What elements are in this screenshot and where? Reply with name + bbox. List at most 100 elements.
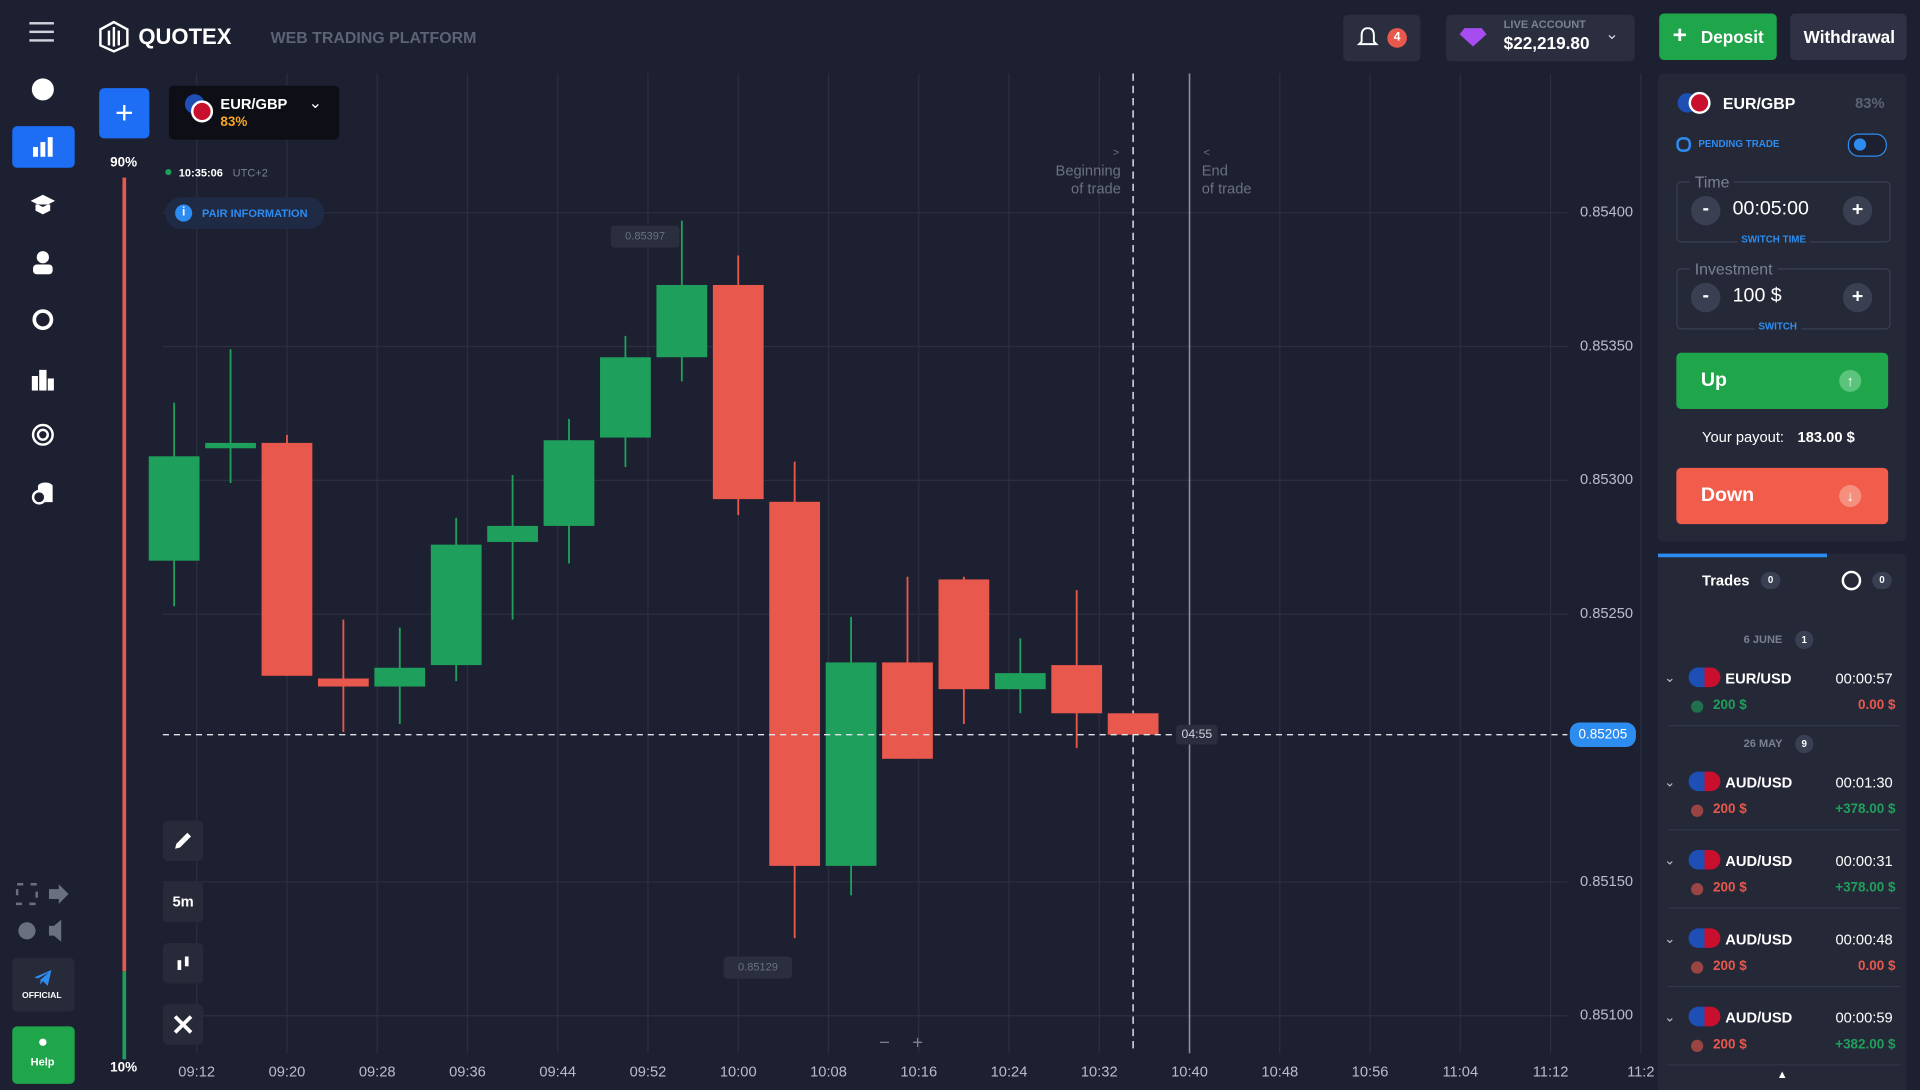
- investment-minus[interactable]: -: [1691, 282, 1721, 313]
- trade-date-count: 9: [1795, 734, 1814, 754]
- candle-body: [938, 579, 990, 690]
- trade-status-icon: [1691, 804, 1704, 817]
- candle-body: [430, 544, 482, 666]
- signal-icon[interactable]: [31, 423, 55, 447]
- investment-plus[interactable]: +: [1842, 282, 1873, 313]
- switch-investment[interactable]: SWITCH: [1754, 320, 1801, 332]
- asset-dropdown[interactable]: ⌄: [308, 93, 322, 112]
- down-arrow: ↓: [1839, 484, 1862, 508]
- down-label: Down: [1700, 484, 1755, 506]
- trade-date: 26 MAY: [1743, 737, 1783, 750]
- time-plus[interactable]: +: [1842, 195, 1873, 226]
- trade-marker-label: of trade: [1202, 182, 1252, 198]
- x-tick-label: 11:04: [1442, 1065, 1478, 1081]
- zoom-out[interactable]: −: [879, 1032, 890, 1054]
- x-tick-label: 11:2: [1627, 1065, 1654, 1081]
- x-tick-label: 09:20: [269, 1065, 306, 1081]
- leaderboard-icon[interactable]: [31, 366, 55, 391]
- profile-icon[interactable]: [31, 250, 55, 275]
- y-tick-label: 0.85400: [1580, 205, 1633, 221]
- current-price-label: 0.85205: [1579, 726, 1628, 741]
- expand-arrow[interactable]: ⌄: [1664, 932, 1676, 947]
- help-icon[interactable]: [31, 77, 55, 101]
- telegram-icon: [34, 969, 52, 986]
- official-label: OFFICIAL: [22, 992, 62, 1001]
- chart-icon: [33, 137, 53, 157]
- trade-amount: 200 $: [1713, 802, 1747, 817]
- trades-tab[interactable]: Trades: [1702, 571, 1750, 590]
- withdrawal-button[interactable]: [1790, 13, 1907, 61]
- current-price-box: [1569, 722, 1636, 747]
- diamond-icon: [1459, 28, 1487, 47]
- pending-trade: PENDING TRADE: [1698, 138, 1780, 150]
- timer-box: [1176, 724, 1218, 745]
- trade-status-icon: [1691, 1039, 1704, 1053]
- sentiment-label: 10%: [110, 1060, 137, 1075]
- deposit-button[interactable]: [1659, 13, 1777, 61]
- trade-separator: [1667, 985, 1901, 988]
- trades-tab-indicator: [1657, 553, 1827, 558]
- trade-separator: [1667, 907, 1901, 909]
- trade-amount: 200 $: [1713, 1037, 1747, 1053]
- expand-arrow[interactable]: ⌄: [1664, 775, 1676, 790]
- trade-duration: 00:00:31: [1835, 852, 1893, 870]
- sentiment-bar: [122, 177, 127, 972]
- expand-arrow[interactable]: ⌄: [1664, 1010, 1676, 1026]
- account-label: LIVE ACCOUNT: [1503, 18, 1586, 31]
- x-tick-label: 10:24: [991, 1065, 1028, 1081]
- candle-body: [543, 440, 595, 526]
- y-tick-label: 0.85150: [1580, 874, 1633, 890]
- help-label: Help: [30, 1055, 55, 1068]
- candle-body: [148, 456, 200, 561]
- coins-icon[interactable]: [31, 480, 55, 505]
- zoom-in[interactable]: +: [912, 1032, 923, 1054]
- investment-value: 100 $: [1732, 285, 1782, 307]
- trade-separator: [1667, 1064, 1901, 1066]
- live-dot: [165, 169, 172, 176]
- timeframe-button[interactable]: 5m: [162, 881, 204, 923]
- time-minus[interactable]: -: [1691, 195, 1721, 226]
- notifications-button[interactable]: [1343, 14, 1421, 62]
- history-tab[interactable]: [1841, 570, 1862, 591]
- payout-label: Your payout:: [1702, 428, 1785, 446]
- scroll-arrow[interactable]: ▲: [1776, 1067, 1788, 1081]
- menu-button[interactable]: [27, 20, 56, 44]
- trade-pair: AUD/USD: [1725, 1009, 1793, 1027]
- x-tick-label: 10:32: [1081, 1065, 1118, 1081]
- education-icon[interactable]: [30, 192, 56, 216]
- official-button[interactable]: [12, 957, 75, 1012]
- help-button[interactable]: [12, 1026, 75, 1084]
- panel-pair: EUR/GBP: [1722, 94, 1796, 113]
- candle-body: [487, 525, 538, 542]
- trade-flag: [1688, 771, 1721, 792]
- up-label: Up: [1700, 369, 1727, 391]
- add-asset-button[interactable]: +: [99, 88, 150, 139]
- sidebar-controls[interactable]: [15, 882, 76, 943]
- chart-type-tool[interactable]: [162, 943, 204, 984]
- panel-flag: [1677, 91, 1711, 114]
- dropdown-arrow: ⌄: [1605, 24, 1619, 43]
- refresh-icon[interactable]: [31, 307, 55, 331]
- expand-arrow[interactable]: ⌄: [1664, 853, 1676, 869]
- asset-pair: EUR/GBP: [220, 95, 288, 113]
- trade-date-count: 1: [1795, 630, 1814, 650]
- trade-status-icon: [1691, 700, 1704, 713]
- candle-body: [769, 501, 821, 866]
- x-tick-label: 09:28: [359, 1065, 396, 1081]
- x-tick-label: 09:12: [178, 1065, 215, 1081]
- x-tick-label: 10:16: [900, 1065, 937, 1081]
- trade-status-icon: [1691, 961, 1704, 974]
- x-tick-label: 10:00: [720, 1065, 757, 1081]
- trade-flag: [1688, 667, 1721, 688]
- time-label: Time: [1689, 172, 1735, 192]
- expand-arrow[interactable]: ⌄: [1664, 671, 1676, 686]
- investment-label: Investment: [1689, 259, 1778, 279]
- asset-payout: 83%: [220, 115, 248, 130]
- switch-time[interactable]: SWITCH TIME: [1737, 233, 1810, 245]
- y-tick-label: 0.85100: [1580, 1008, 1633, 1024]
- trade-pair: AUD/USD: [1725, 930, 1793, 948]
- help-dot: [39, 1038, 47, 1046]
- candle-body: [317, 678, 369, 687]
